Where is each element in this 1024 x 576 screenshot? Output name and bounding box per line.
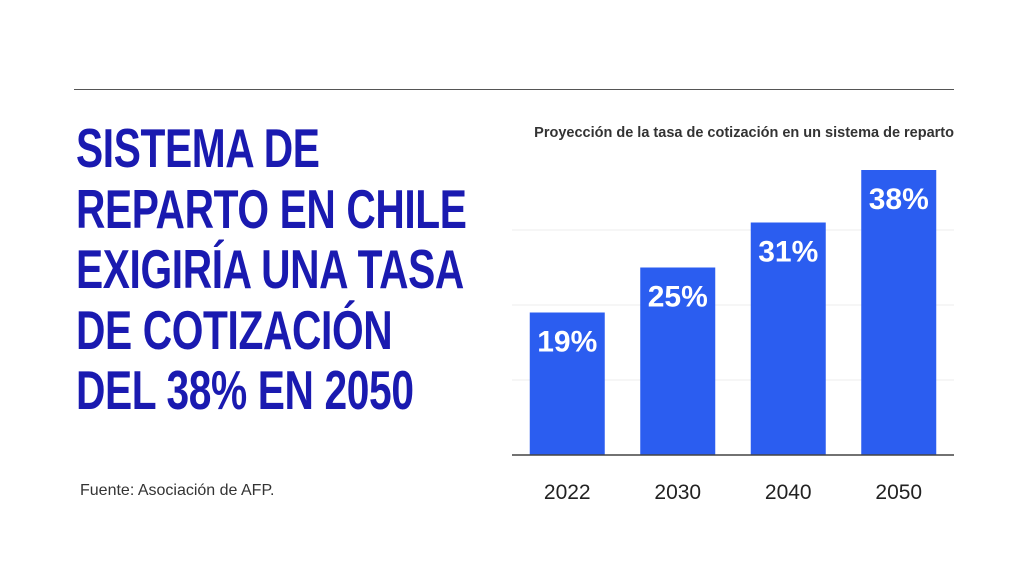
bar-value-label-2040: 31% bbox=[758, 236, 818, 269]
x-tick-label-2022: 2022 bbox=[544, 481, 591, 504]
bar-2040 bbox=[750, 222, 826, 455]
bar-value-label-2050: 38% bbox=[869, 183, 929, 216]
x-tick-label-2030: 2030 bbox=[654, 481, 701, 504]
headline-line-4: DE COTIZACIÓN bbox=[76, 298, 393, 361]
x-tick-label-2040: 2040 bbox=[765, 481, 812, 504]
headline-line-1: SISTEMA DE bbox=[76, 117, 320, 179]
top-divider bbox=[74, 89, 954, 90]
source-note: Fuente: Asociación de AFP. bbox=[80, 482, 275, 499]
bar-2030 bbox=[640, 267, 716, 455]
bar-2022 bbox=[529, 312, 605, 455]
headline-line-5: DEL 38% EN 2050 bbox=[76, 359, 414, 421]
chart-title: Proyección de la tasa de cotización en u… bbox=[534, 125, 954, 141]
headline: SISTEMA DE REPARTO EN CHILE EXIGIRÍA UNA… bbox=[76, 118, 516, 421]
bar-value-label-2022: 19% bbox=[537, 326, 597, 359]
bar-2050 bbox=[861, 170, 937, 455]
headline-line-3: EXIGIRÍA UNA TASA bbox=[76, 238, 464, 300]
x-tick-label-2050: 2050 bbox=[875, 481, 922, 504]
bar-value-label-2030: 25% bbox=[648, 281, 708, 314]
